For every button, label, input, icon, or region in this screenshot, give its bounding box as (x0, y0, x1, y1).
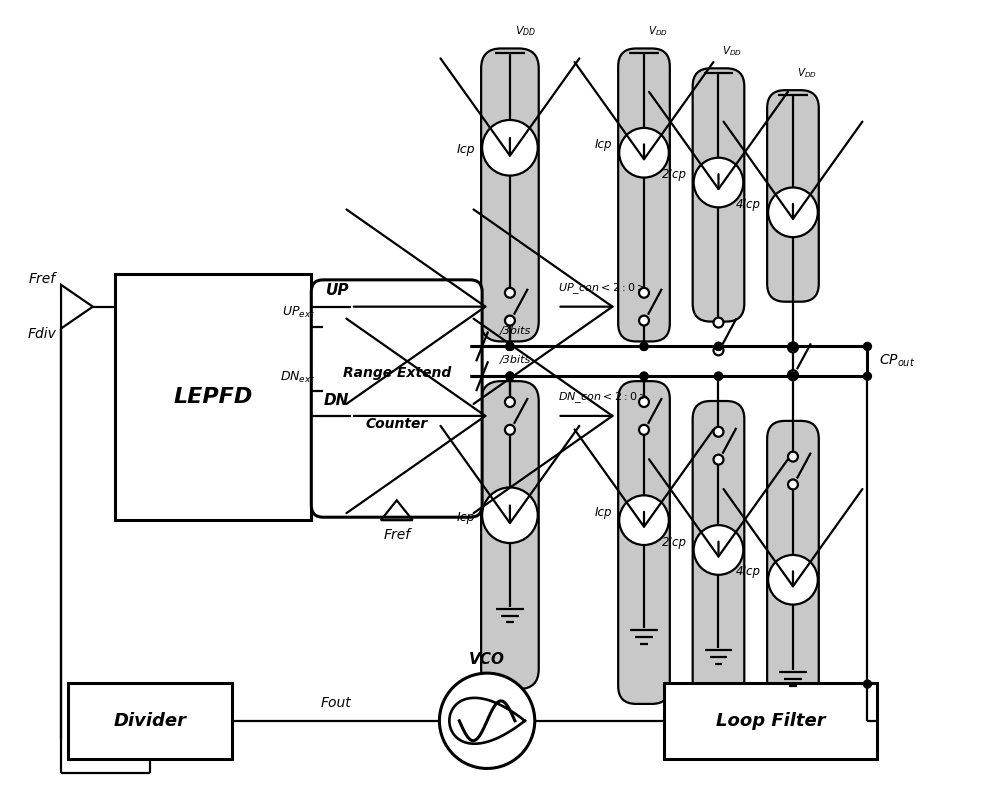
Bar (115, 274, 311, 520)
Text: $UP\_con<2:0>$: $UP\_con<2:0>$ (558, 281, 646, 296)
Text: DN: DN (324, 393, 349, 408)
Circle shape (714, 318, 723, 327)
Text: Loop Filter: Loop Filter (716, 712, 825, 729)
Circle shape (639, 425, 649, 434)
Circle shape (714, 427, 723, 437)
FancyBboxPatch shape (618, 381, 670, 704)
Text: Fref: Fref (29, 272, 56, 286)
Text: $V_{DD}$: $V_{DD}$ (648, 25, 668, 39)
Text: $DN_{ext}$: $DN_{ext}$ (280, 370, 315, 384)
Circle shape (863, 680, 871, 688)
Circle shape (506, 343, 514, 351)
Text: 2Icp: 2Icp (662, 535, 687, 549)
Text: 4Icp: 4Icp (736, 565, 761, 579)
Text: Icp: Icp (457, 511, 475, 524)
Circle shape (506, 343, 514, 351)
Circle shape (639, 397, 649, 407)
Bar (664, 683, 877, 758)
Circle shape (640, 343, 648, 351)
Text: /3bits: /3bits (500, 355, 531, 365)
Circle shape (768, 188, 818, 237)
Text: UP: UP (326, 283, 349, 298)
Text: $V_{DD}$: $V_{DD}$ (515, 25, 536, 39)
Text: Fref: Fref (383, 528, 410, 542)
Text: Icp: Icp (595, 505, 612, 519)
Text: Icp: Icp (595, 139, 612, 152)
Circle shape (789, 343, 797, 351)
Circle shape (715, 372, 722, 380)
Circle shape (640, 372, 648, 380)
Circle shape (788, 343, 798, 352)
Circle shape (619, 128, 669, 177)
Circle shape (505, 316, 515, 326)
Circle shape (439, 673, 535, 768)
Circle shape (768, 555, 818, 604)
Circle shape (789, 372, 797, 380)
Circle shape (482, 120, 538, 176)
Text: Divider: Divider (113, 712, 186, 729)
FancyBboxPatch shape (767, 90, 819, 301)
Circle shape (640, 343, 648, 351)
Circle shape (863, 372, 871, 380)
Bar (68, 683, 232, 758)
Circle shape (863, 343, 871, 351)
Circle shape (506, 372, 514, 380)
Circle shape (714, 346, 723, 355)
Circle shape (506, 372, 514, 380)
Text: Fdiv: Fdiv (27, 327, 56, 342)
Circle shape (714, 455, 723, 464)
Text: VCO: VCO (469, 652, 505, 667)
Circle shape (789, 372, 797, 380)
Text: $UP_{ext}$: $UP_{ext}$ (282, 305, 315, 320)
Circle shape (694, 526, 743, 575)
Circle shape (640, 372, 648, 380)
Circle shape (639, 288, 649, 297)
Text: $V_{DD}$: $V_{DD}$ (722, 44, 742, 58)
FancyBboxPatch shape (311, 280, 482, 517)
Circle shape (715, 343, 722, 351)
FancyBboxPatch shape (693, 401, 744, 724)
Text: $DN\_con<2:0>$: $DN\_con<2:0>$ (558, 391, 648, 405)
Circle shape (789, 343, 797, 351)
Text: /3bits: /3bits (500, 326, 531, 335)
Text: Range Extend: Range Extend (343, 366, 451, 380)
Circle shape (788, 370, 798, 380)
FancyBboxPatch shape (618, 48, 670, 342)
Circle shape (482, 488, 538, 543)
Circle shape (715, 343, 722, 351)
Circle shape (505, 397, 515, 407)
Circle shape (694, 158, 743, 207)
FancyBboxPatch shape (767, 421, 819, 746)
Text: Icp: Icp (457, 143, 475, 156)
Circle shape (505, 425, 515, 434)
Circle shape (505, 288, 515, 297)
Circle shape (788, 451, 798, 462)
Circle shape (506, 343, 514, 351)
Text: Fout: Fout (320, 696, 351, 710)
Text: 4Icp: 4Icp (736, 198, 761, 211)
Text: 2Icp: 2Icp (662, 168, 687, 181)
Circle shape (788, 480, 798, 489)
Text: LEPFD: LEPFD (173, 387, 253, 407)
Text: $V_{DD}$: $V_{DD}$ (797, 66, 817, 80)
FancyBboxPatch shape (481, 48, 539, 342)
Text: Counter: Counter (366, 418, 428, 431)
Text: $CP_{out}$: $CP_{out}$ (879, 353, 916, 369)
Circle shape (506, 372, 514, 380)
Circle shape (715, 372, 722, 380)
Circle shape (639, 316, 649, 326)
FancyBboxPatch shape (693, 69, 744, 322)
Circle shape (619, 496, 669, 545)
FancyBboxPatch shape (481, 381, 539, 689)
